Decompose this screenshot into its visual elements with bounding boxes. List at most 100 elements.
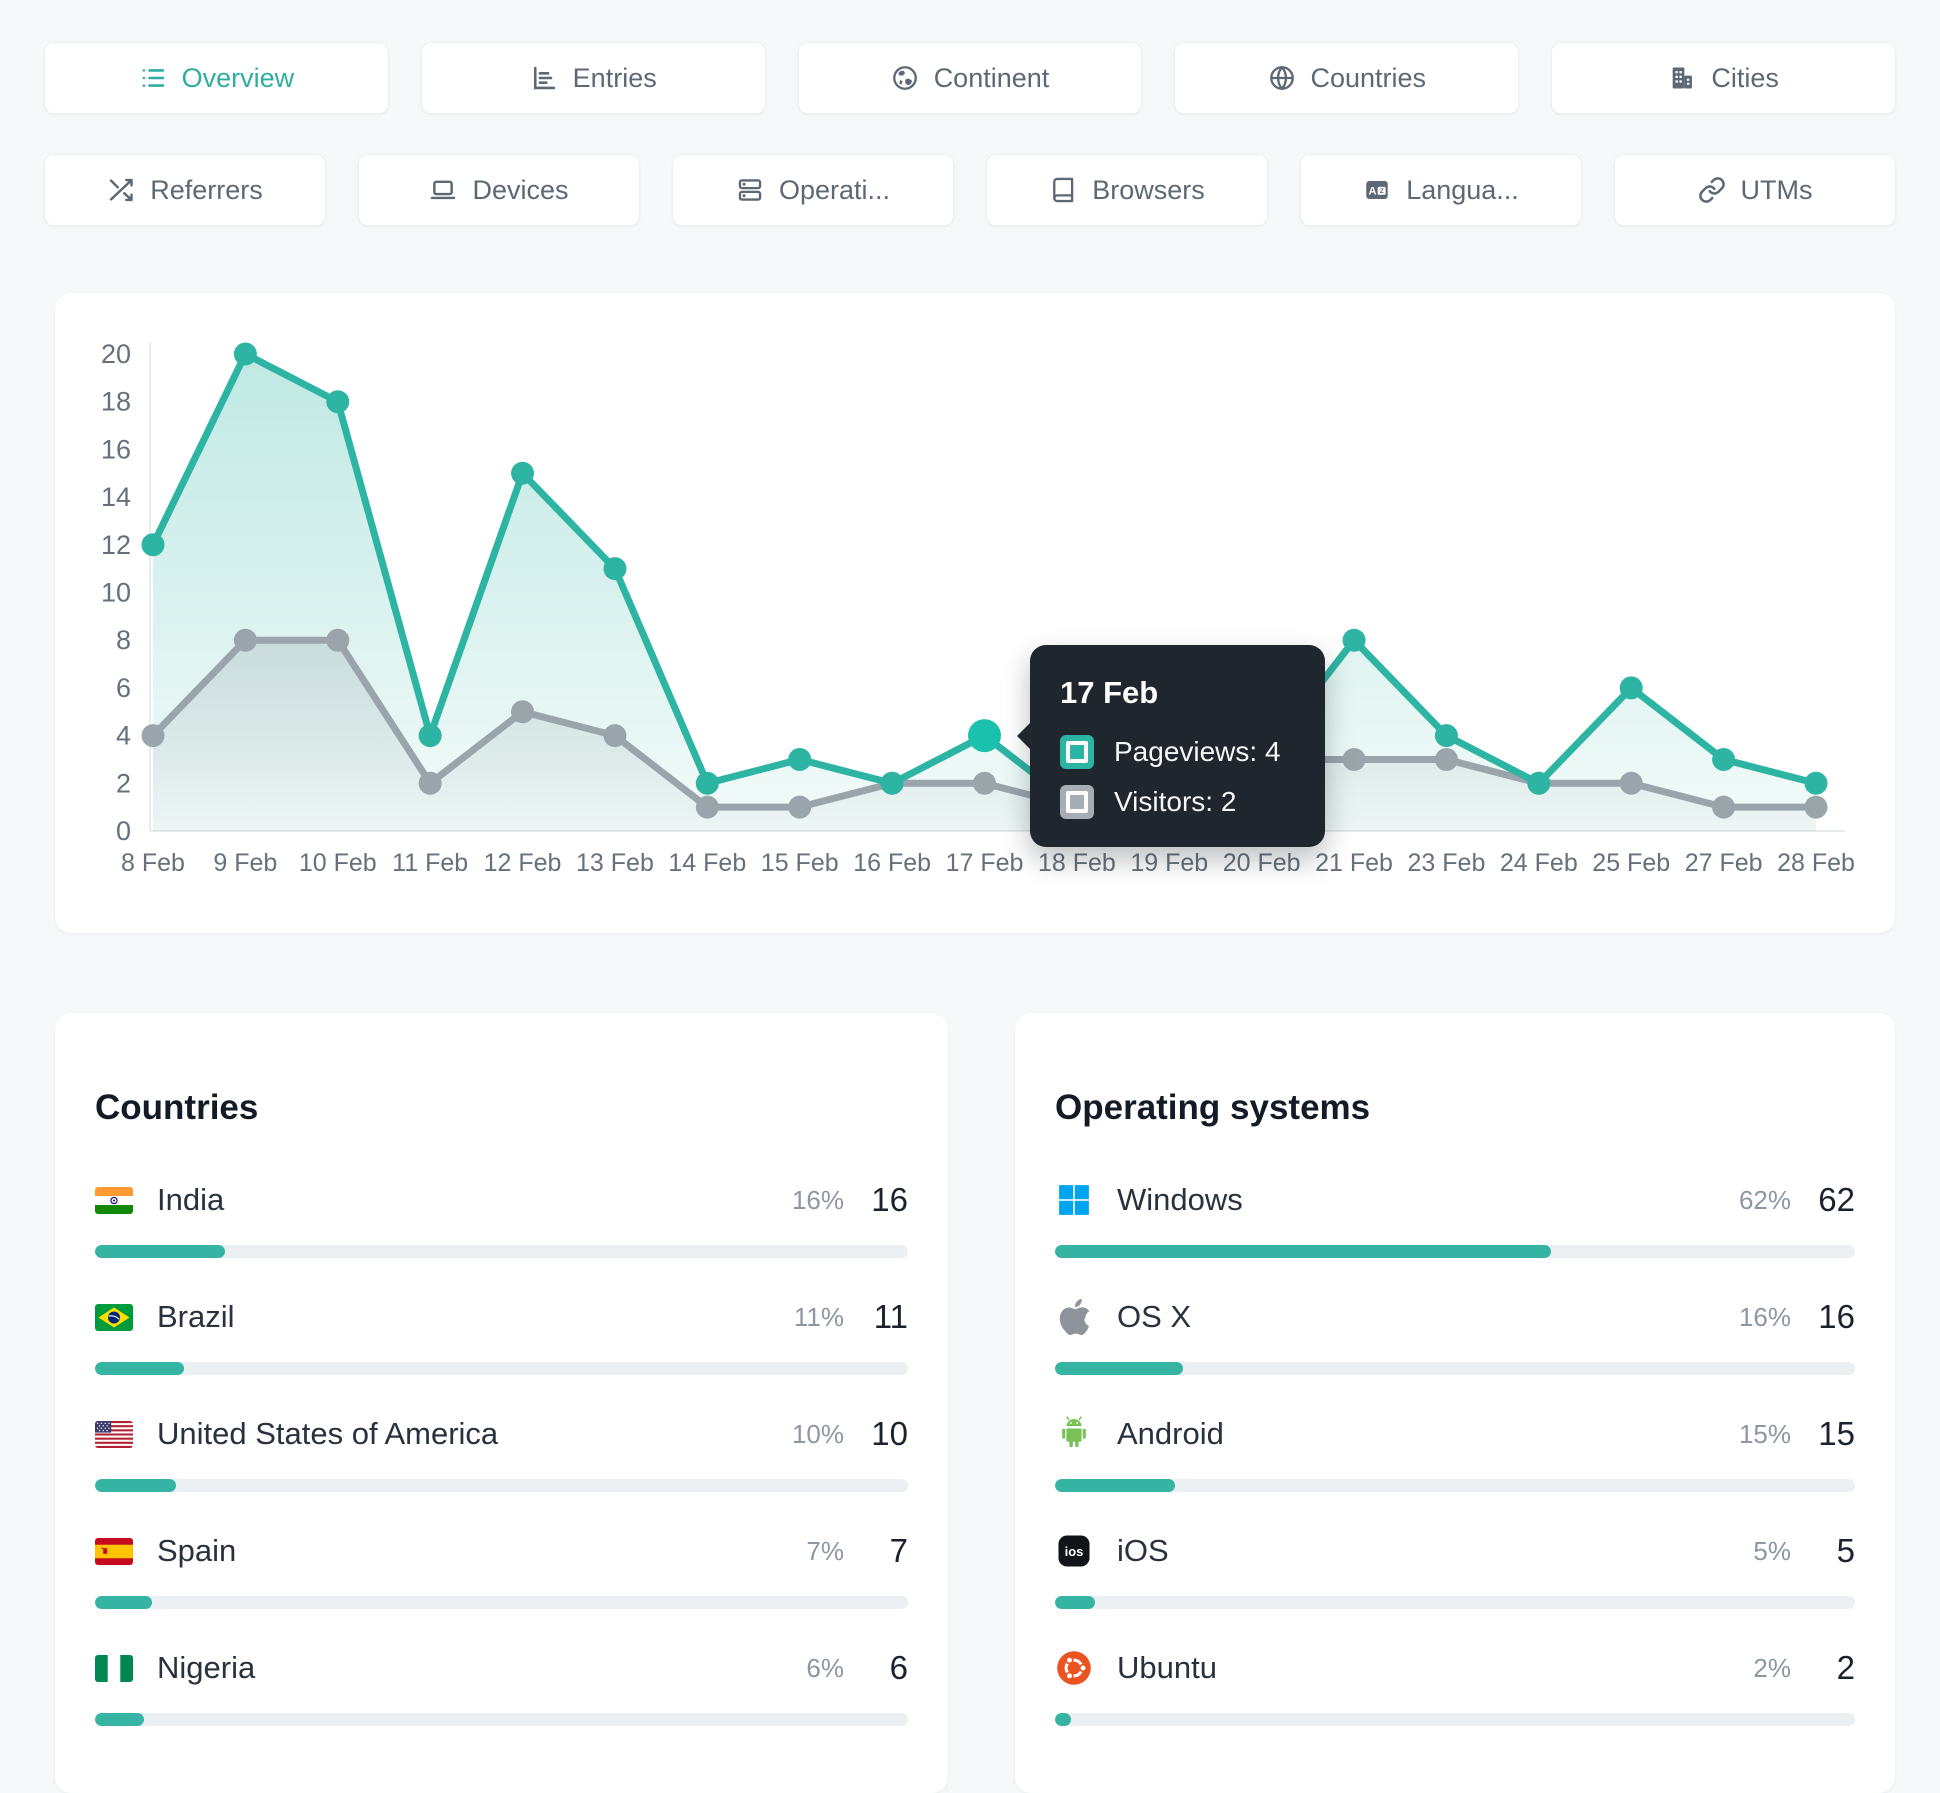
stat-label: United States of America <box>157 1416 499 1452</box>
stat-bar-fill <box>1055 1245 1551 1259</box>
stat-row-top: Ubuntu 2% 2 <box>1055 1644 1855 1692</box>
android-icon <box>1055 1415 1093 1453</box>
stat-bar-fill <box>95 1245 226 1259</box>
visitors-point[interactable] <box>1712 795 1736 819</box>
stat-row-india[interactable]: India 16% 16 <box>95 1176 908 1293</box>
visitors-point[interactable] <box>1619 771 1643 795</box>
visitors-point[interactable] <box>603 724 627 748</box>
pageviews-point[interactable] <box>788 747 812 771</box>
stat-row-top: Spain 7% 7 <box>95 1527 908 1575</box>
stat-bar-fill <box>1055 1479 1175 1493</box>
stat-label: Spain <box>157 1533 237 1569</box>
tab-utms[interactable]: UTMs <box>1614 154 1896 226</box>
stat-value: 16 <box>871 1181 908 1219</box>
tab-langua[interactable]: A Z Langua... <box>1300 154 1582 226</box>
flag-usa <box>95 1415 133 1453</box>
x-tick-label: 21 Feb <box>1315 849 1393 877</box>
stat-bar <box>1055 1362 1855 1376</box>
tab-operati[interactable]: Operati... <box>672 154 954 226</box>
visitors-point[interactable] <box>695 795 719 819</box>
pageviews-point[interactable] <box>141 533 165 557</box>
pageviews-point[interactable] <box>1527 771 1551 795</box>
tab-label: Overview <box>181 62 295 93</box>
traffic-line-chart[interactable]: 0 2 4 6 8 10 12 14 16 18 20 8 Feb 9 Feb 10 Feb 11 Feb 1… <box>55 293 1895 933</box>
y-tick-label: 2 <box>116 768 131 798</box>
pageviews-point[interactable] <box>880 771 904 795</box>
stat-row-united-states-of-america[interactable]: United States of America 10% 10 <box>95 1410 908 1527</box>
stat-row-spain[interactable]: Spain 7% 7 <box>95 1527 908 1644</box>
pageviews-point-active[interactable] <box>968 719 1001 753</box>
tab-referrers[interactable]: Referrers <box>44 154 326 226</box>
tab-continent[interactable]: Continent <box>797 42 1143 114</box>
visitors-point[interactable] <box>1434 747 1458 771</box>
tab-label: UTMs <box>1740 174 1813 205</box>
pageviews-point[interactable] <box>1804 771 1828 795</box>
y-tick-label: 12 <box>101 530 131 560</box>
stat-row-top: India 16% 16 <box>95 1176 908 1224</box>
x-tick-label: 10 Feb <box>299 849 377 877</box>
panel-title: Countries <box>95 1088 259 1128</box>
stat-row-top: Windows 62% 62 <box>1055 1176 1855 1224</box>
tab-bar-secondary: Referrers Devices Operati... Browsers A Z Lang… <box>44 154 1896 226</box>
tab-browsers[interactable]: Browsers <box>986 154 1268 226</box>
y-tick-label: 8 <box>116 625 131 655</box>
visitors-point[interactable] <box>788 795 812 819</box>
x-tick-label: 17 Feb <box>946 849 1024 877</box>
pageviews-point[interactable] <box>1342 628 1366 652</box>
tab-label: Langua... <box>1406 174 1519 205</box>
pageviews-point[interactable] <box>1619 676 1643 700</box>
pageviews-point[interactable] <box>1434 724 1458 748</box>
pageviews-point[interactable] <box>511 461 535 485</box>
stat-row-top: United States of America 10% 10 <box>95 1410 908 1458</box>
stat-row-ios[interactable]: ios iOS 5% 5 <box>1055 1527 1855 1644</box>
chart-tooltip: 17 Feb Pageviews: 4 Visitors: 2 <box>1017 645 1325 847</box>
stat-label: India <box>157 1182 225 1218</box>
tab-label: Devices <box>472 174 569 205</box>
visitors-point[interactable] <box>1804 795 1828 819</box>
tab-devices[interactable]: Devices <box>358 154 640 226</box>
x-tick-label: 9 Feb <box>213 849 277 877</box>
visitors-point[interactable] <box>141 724 165 748</box>
x-tick-label: 8 Feb <box>121 849 185 877</box>
tooltip-metric: Pageviews: 4 <box>1114 736 1281 767</box>
pageviews-point[interactable] <box>695 771 719 795</box>
pageviews-point[interactable] <box>326 390 350 414</box>
apple-icon <box>1055 1298 1093 1336</box>
stat-bar <box>1055 1713 1855 1727</box>
svg-text:Z: Z <box>1380 188 1384 195</box>
tab-entries[interactable]: Entries <box>420 42 766 114</box>
stat-row-nigeria[interactable]: Nigeria 6% 6 <box>95 1644 908 1761</box>
stat-percent: 7% <box>806 1535 844 1566</box>
stat-row-os-x[interactable]: OS X 16% 16 <box>1055 1293 1855 1410</box>
stat-row-ubuntu[interactable]: Ubuntu 2% 2 <box>1055 1644 1855 1761</box>
stat-value: 7 <box>889 1532 908 1570</box>
stat-percent: 5% <box>1753 1535 1791 1566</box>
stat-row-windows[interactable]: Windows 62% 62 <box>1055 1176 1855 1293</box>
visitors-point[interactable] <box>233 628 257 652</box>
pageviews-point[interactable] <box>233 342 257 366</box>
stat-row-brazil[interactable]: Brazil 11% 11 <box>95 1293 908 1410</box>
pageviews-point[interactable] <box>603 557 627 581</box>
x-tick-label: 25 Feb <box>1592 849 1670 877</box>
visitors-point[interactable] <box>418 771 442 795</box>
pageviews-point[interactable] <box>418 724 442 748</box>
tab-overview[interactable]: Overview <box>44 42 389 114</box>
stat-bar-fill <box>95 1479 177 1493</box>
flag-nigeria <box>95 1649 133 1687</box>
visitors-point[interactable] <box>1342 747 1366 771</box>
stat-bar-fill <box>1055 1596 1095 1610</box>
operating-systems-rows: Windows 62% 62 OS X 16% 16 Android 15% 15 ios iOS 5… <box>1055 1176 1855 1761</box>
stat-label: Brazil <box>157 1299 235 1335</box>
visitors-point[interactable] <box>973 771 996 795</box>
pageviews-point[interactable] <box>1712 747 1736 771</box>
tab-cities[interactable]: Cities <box>1551 42 1896 114</box>
visitors-point[interactable] <box>511 700 535 724</box>
list-icon <box>139 64 167 92</box>
stat-row-android[interactable]: Android 15% 15 <box>1055 1410 1855 1527</box>
tab-label: Referrers <box>150 174 263 205</box>
stat-percent: 6% <box>806 1652 844 1683</box>
visitors-point[interactable] <box>326 628 350 652</box>
stat-value: 2 <box>1836 1649 1855 1687</box>
tab-countries[interactable]: Countries <box>1174 42 1520 114</box>
stat-bar-fill <box>95 1596 152 1610</box>
